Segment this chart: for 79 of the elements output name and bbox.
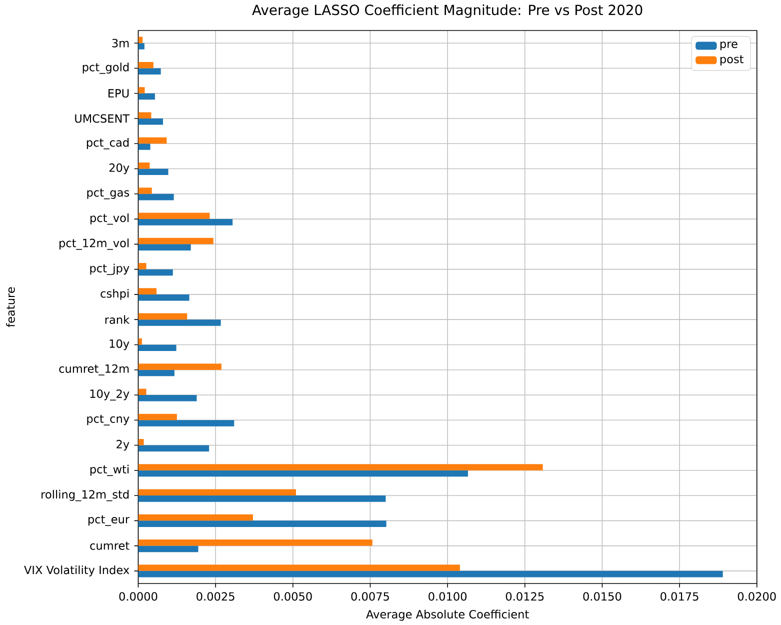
y-tick-label: pct_cny — [87, 414, 130, 426]
bar — [138, 514, 253, 521]
bar — [138, 394, 197, 402]
bar — [138, 495, 386, 502]
bar — [138, 464, 543, 470]
bar — [138, 564, 460, 571]
bar — [138, 364, 222, 370]
y-tick-label: cshpi — [100, 288, 129, 300]
bar — [138, 344, 176, 351]
bar — [138, 118, 163, 125]
bar — [138, 420, 234, 426]
bar — [138, 520, 386, 527]
y-tick-label: pct_vol — [90, 213, 129, 225]
legend-label: post — [720, 55, 744, 66]
y-tick-label: UMCSENT — [75, 114, 130, 123]
bar — [138, 288, 156, 294]
bar — [138, 137, 167, 144]
bar — [138, 438, 144, 446]
bar — [138, 43, 144, 50]
bar — [138, 244, 191, 250]
bar — [138, 162, 150, 169]
bar — [138, 320, 221, 326]
bar — [138, 414, 177, 420]
chart-title: Average LASSO Coefficient Magnitude: Pre vs Post 2020 — [252, 4, 642, 18]
x-tick-label: 0.0075 — [351, 592, 389, 601]
bar — [138, 489, 296, 496]
y-tick-label: 20y — [109, 163, 130, 174]
bar — [138, 87, 145, 94]
bar — [138, 194, 174, 200]
y-tick-label: cumret — [90, 542, 130, 550]
bar — [138, 546, 198, 552]
y-tick-label: 10y — [110, 339, 130, 350]
bar — [138, 93, 155, 100]
bar — [138, 144, 150, 150]
y-tick-label: rank — [105, 315, 130, 324]
bar — [138, 68, 161, 74]
x-tick-label: 0.0175 — [660, 592, 698, 601]
bar — [138, 62, 154, 68]
x-tick-label: 0.0200 — [738, 592, 776, 601]
bar — [138, 539, 372, 546]
bar — [138, 570, 723, 578]
bar — [138, 370, 174, 376]
y-tick-label: pct_gold — [82, 62, 129, 74]
bar — [138, 388, 146, 395]
x-tick-label: 0.0050 — [274, 592, 312, 601]
y-tick-label: rolling_12m_std — [42, 490, 129, 502]
x-tick-label: 0.0025 — [196, 592, 234, 601]
x-axis-title: Average Absolute Coefficient — [366, 610, 529, 621]
y-tick-label: pct_wti — [90, 464, 129, 476]
y-tick-label: pct_eur — [88, 515, 130, 526]
y-tick-label: 10y_2y — [90, 389, 130, 400]
bar — [138, 313, 188, 320]
x-tick-label: 0.0125 — [506, 592, 544, 601]
x-tick-label: 0.0000 — [119, 592, 158, 601]
bar — [138, 238, 214, 244]
y-tick-label: VIX Volatility Index — [24, 565, 130, 576]
bar — [138, 188, 152, 194]
bar — [138, 168, 168, 175]
bar — [138, 112, 152, 118]
y-tick-label: EPU — [108, 89, 129, 98]
legend-label: pre — [720, 42, 738, 50]
y-tick-label: pct_gas — [87, 188, 130, 200]
bar — [138, 269, 173, 276]
bar — [138, 218, 233, 226]
bar — [138, 294, 190, 301]
bar — [138, 470, 468, 477]
y-tick-label: 3m — [112, 38, 129, 48]
bar — [138, 262, 146, 270]
x-tick-label: 0.0100 — [428, 592, 467, 601]
x-tick-label: 0.0150 — [583, 592, 622, 601]
bar — [138, 212, 210, 219]
y-tick-label: cumret_12m — [59, 364, 129, 376]
bar — [138, 445, 210, 452]
y-tick-label: pct_jpy — [90, 264, 130, 275]
y-tick-label: pct_cad — [86, 138, 129, 150]
bar — [138, 338, 142, 345]
y-tick-label: pct_12m_vol — [60, 238, 129, 250]
y-axis-title: feature — [6, 287, 15, 328]
y-tick-label: 2y — [116, 440, 130, 451]
